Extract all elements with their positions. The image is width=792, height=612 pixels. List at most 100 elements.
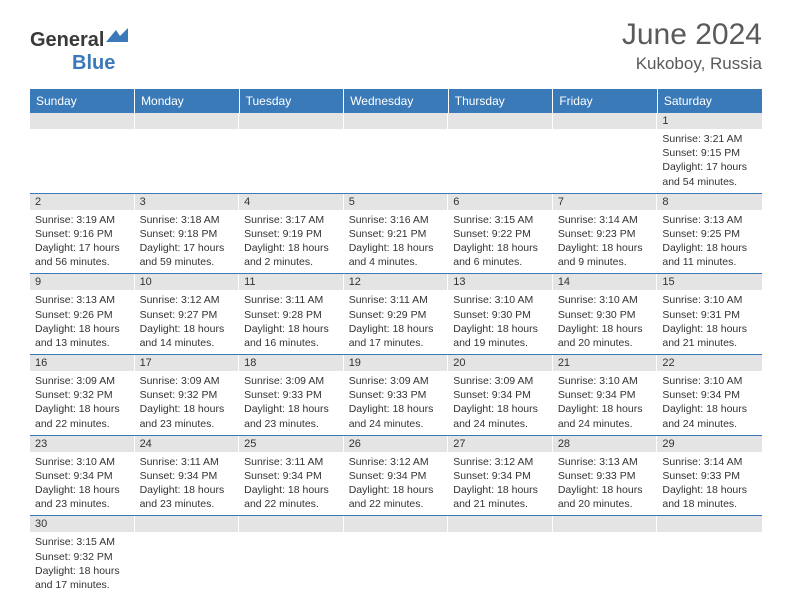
day-number: 24 <box>135 436 240 452</box>
calendar-cell: 1Sunrise: 3:21 AMSunset: 9:15 PMDaylight… <box>657 113 762 193</box>
day-details: Sunrise: 3:15 AMSunset: 9:32 PMDaylight:… <box>30 532 135 596</box>
day-number: 15 <box>657 274 762 290</box>
calendar-cell: 8Sunrise: 3:13 AMSunset: 9:25 PMDaylight… <box>657 193 762 274</box>
calendar-cell <box>448 516 553 596</box>
day-number: 21 <box>553 355 658 371</box>
calendar-cell <box>344 516 449 596</box>
calendar-cell <box>135 516 240 596</box>
calendar-cell <box>448 113 553 193</box>
calendar-cell: 26Sunrise: 3:12 AMSunset: 9:34 PMDayligh… <box>344 435 449 516</box>
calendar-cell: 4Sunrise: 3:17 AMSunset: 9:19 PMDaylight… <box>239 193 344 274</box>
calendar-cell: 10Sunrise: 3:12 AMSunset: 9:27 PMDayligh… <box>135 274 240 355</box>
day-number: 2 <box>30 194 135 210</box>
day-details: Sunrise: 3:21 AMSunset: 9:15 PMDaylight:… <box>657 129 762 193</box>
calendar-cell: 9Sunrise: 3:13 AMSunset: 9:26 PMDaylight… <box>30 274 135 355</box>
day-number: 11 <box>239 274 344 290</box>
calendar-cell: 2Sunrise: 3:19 AMSunset: 9:16 PMDaylight… <box>30 193 135 274</box>
calendar-cell: 28Sunrise: 3:13 AMSunset: 9:33 PMDayligh… <box>553 435 658 516</box>
calendar-cell: 5Sunrise: 3:16 AMSunset: 9:21 PMDaylight… <box>344 193 449 274</box>
day-number: 13 <box>448 274 553 290</box>
day-details: Sunrise: 3:13 AMSunset: 9:25 PMDaylight:… <box>657 210 762 274</box>
weekday-header: Tuesday <box>239 89 344 113</box>
day-number: 3 <box>135 194 240 210</box>
day-number: 28 <box>553 436 658 452</box>
calendar-cell <box>239 113 344 193</box>
day-details: Sunrise: 3:10 AMSunset: 9:34 PMDaylight:… <box>553 371 658 435</box>
calendar-cell: 14Sunrise: 3:10 AMSunset: 9:30 PMDayligh… <box>553 274 658 355</box>
day-details: Sunrise: 3:09 AMSunset: 9:34 PMDaylight:… <box>448 371 553 435</box>
day-number: 8 <box>657 194 762 210</box>
day-details: Sunrise: 3:17 AMSunset: 9:19 PMDaylight:… <box>239 210 344 274</box>
day-number: 30 <box>30 516 135 532</box>
brand-name-1: General <box>30 29 104 51</box>
weekday-header: Thursday <box>448 89 553 113</box>
day-number: 23 <box>30 436 135 452</box>
day-details: Sunrise: 3:12 AMSunset: 9:34 PMDaylight:… <box>448 452 553 516</box>
calendar-cell <box>344 113 449 193</box>
calendar-cell: 11Sunrise: 3:11 AMSunset: 9:28 PMDayligh… <box>239 274 344 355</box>
calendar-cell: 24Sunrise: 3:11 AMSunset: 9:34 PMDayligh… <box>135 435 240 516</box>
calendar-cell: 21Sunrise: 3:10 AMSunset: 9:34 PMDayligh… <box>553 355 658 436</box>
calendar-cell: 7Sunrise: 3:14 AMSunset: 9:23 PMDaylight… <box>553 193 658 274</box>
calendar-cell: 3Sunrise: 3:18 AMSunset: 9:18 PMDaylight… <box>135 193 240 274</box>
calendar-cell: 22Sunrise: 3:10 AMSunset: 9:34 PMDayligh… <box>657 355 762 436</box>
weekday-header: Wednesday <box>344 89 449 113</box>
day-details: Sunrise: 3:12 AMSunset: 9:34 PMDaylight:… <box>344 452 449 516</box>
day-details: Sunrise: 3:16 AMSunset: 9:21 PMDaylight:… <box>344 210 449 274</box>
calendar-cell: 13Sunrise: 3:10 AMSunset: 9:30 PMDayligh… <box>448 274 553 355</box>
calendar-cell: 25Sunrise: 3:11 AMSunset: 9:34 PMDayligh… <box>239 435 344 516</box>
location-label: Kukoboy, Russia <box>622 54 762 74</box>
day-details: Sunrise: 3:12 AMSunset: 9:27 PMDaylight:… <box>135 290 240 354</box>
day-details: Sunrise: 3:10 AMSunset: 9:30 PMDaylight:… <box>448 290 553 354</box>
day-details: Sunrise: 3:13 AMSunset: 9:33 PMDaylight:… <box>553 452 658 516</box>
day-details: Sunrise: 3:14 AMSunset: 9:23 PMDaylight:… <box>553 210 658 274</box>
calendar-cell: 27Sunrise: 3:12 AMSunset: 9:34 PMDayligh… <box>448 435 553 516</box>
weekday-header: Friday <box>553 89 658 113</box>
day-details: Sunrise: 3:11 AMSunset: 9:29 PMDaylight:… <box>344 290 449 354</box>
day-number: 12 <box>344 274 449 290</box>
brand-name-2: Blue <box>72 52 115 74</box>
day-details: Sunrise: 3:15 AMSunset: 9:22 PMDaylight:… <box>448 210 553 274</box>
day-number: 1 <box>657 113 762 129</box>
day-number: 29 <box>657 436 762 452</box>
calendar-cell: 12Sunrise: 3:11 AMSunset: 9:29 PMDayligh… <box>344 274 449 355</box>
day-details: Sunrise: 3:10 AMSunset: 9:31 PMDaylight:… <box>657 290 762 354</box>
calendar-cell <box>553 516 658 596</box>
brand-logo: GeneralBlue <box>30 28 134 75</box>
calendar-cell <box>239 516 344 596</box>
day-number: 7 <box>553 194 658 210</box>
weekday-header: Sunday <box>30 89 135 113</box>
day-number: 22 <box>657 355 762 371</box>
day-number: 20 <box>448 355 553 371</box>
day-number: 6 <box>448 194 553 210</box>
calendar-cell: 19Sunrise: 3:09 AMSunset: 9:33 PMDayligh… <box>344 355 449 436</box>
day-details: Sunrise: 3:11 AMSunset: 9:28 PMDaylight:… <box>239 290 344 354</box>
day-details: Sunrise: 3:10 AMSunset: 9:34 PMDaylight:… <box>657 371 762 435</box>
day-number: 27 <box>448 436 553 452</box>
day-number: 4 <box>239 194 344 210</box>
calendar-cell: 16Sunrise: 3:09 AMSunset: 9:32 PMDayligh… <box>30 355 135 436</box>
day-details: Sunrise: 3:09 AMSunset: 9:32 PMDaylight:… <box>30 371 135 435</box>
calendar-cell: 30Sunrise: 3:15 AMSunset: 9:32 PMDayligh… <box>30 516 135 596</box>
day-number: 26 <box>344 436 449 452</box>
day-details: Sunrise: 3:11 AMSunset: 9:34 PMDaylight:… <box>135 452 240 516</box>
day-details: Sunrise: 3:09 AMSunset: 9:33 PMDaylight:… <box>239 371 344 435</box>
calendar-cell: 23Sunrise: 3:10 AMSunset: 9:34 PMDayligh… <box>30 435 135 516</box>
day-number: 17 <box>135 355 240 371</box>
calendar-cell: 6Sunrise: 3:15 AMSunset: 9:22 PMDaylight… <box>448 193 553 274</box>
day-number: 18 <box>239 355 344 371</box>
day-details: Sunrise: 3:13 AMSunset: 9:26 PMDaylight:… <box>30 290 135 354</box>
day-details: Sunrise: 3:19 AMSunset: 9:16 PMDaylight:… <box>30 210 135 274</box>
day-number: 25 <box>239 436 344 452</box>
logo-flag-icon <box>106 29 134 51</box>
day-details: Sunrise: 3:18 AMSunset: 9:18 PMDaylight:… <box>135 210 240 274</box>
month-title: June 2024 <box>622 18 762 52</box>
calendar-cell: 20Sunrise: 3:09 AMSunset: 9:34 PMDayligh… <box>448 355 553 436</box>
calendar-cell <box>30 113 135 193</box>
calendar-cell: 29Sunrise: 3:14 AMSunset: 9:33 PMDayligh… <box>657 435 762 516</box>
calendar-cell: 17Sunrise: 3:09 AMSunset: 9:32 PMDayligh… <box>135 355 240 436</box>
calendar-cell <box>553 113 658 193</box>
day-details: Sunrise: 3:10 AMSunset: 9:34 PMDaylight:… <box>30 452 135 516</box>
day-number: 5 <box>344 194 449 210</box>
day-details: Sunrise: 3:14 AMSunset: 9:33 PMDaylight:… <box>657 452 762 516</box>
